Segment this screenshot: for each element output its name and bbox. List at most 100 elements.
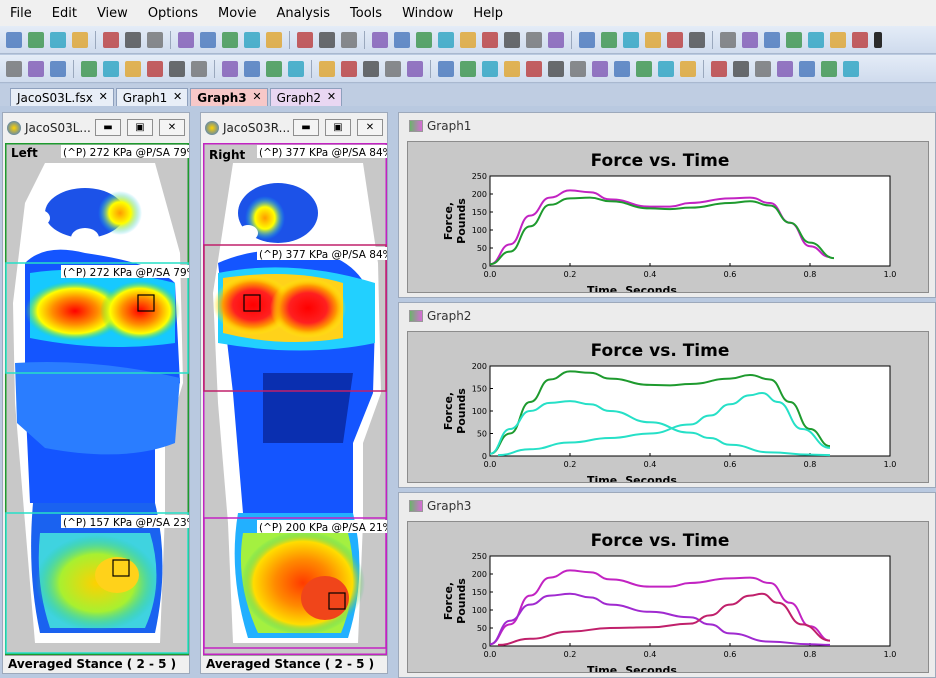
toolbar-tool-icon[interactable] (482, 61, 498, 77)
window-titlebar[interactable]: Graph3 (399, 493, 935, 519)
tab-graph2[interactable]: Graph2 ✕ (270, 88, 342, 106)
toolbar-tool-icon[interactable] (28, 32, 44, 48)
toolbar-tool-icon[interactable] (28, 61, 44, 77)
close-button[interactable]: ✕ (357, 119, 383, 136)
tab-jacos03l[interactable]: JacoS03L.fsx ✕ (10, 88, 114, 106)
tab-graph1[interactable]: Graph1 ✕ (116, 88, 188, 106)
graph1-window[interactable]: Graph1 Force vs. Time Time, Seconds Force,… (398, 112, 936, 298)
toolbar-tool-icon[interactable] (50, 61, 66, 77)
pressure-map-right[interactable]: Right (^P) 377 KPa @P/SA 84% (^P) 377 KP… (203, 143, 387, 655)
toolbar-tool-icon[interactable] (852, 32, 868, 48)
pressure-map-left[interactable]: Left (^P) 272 KPa @P/SA 79% (^P) 272 KPa… (5, 143, 189, 655)
toolbar-tool-icon[interactable] (438, 61, 454, 77)
maximize-button[interactable]: ▣ (325, 119, 351, 136)
menu-analysis[interactable]: Analysis (266, 6, 340, 21)
force-time-chart-3[interactable]: Force vs. Time Time, Seconds Force,Pounds 0… (408, 522, 928, 672)
toolbar-tool-icon[interactable] (147, 32, 163, 48)
toolbar-tool-icon[interactable] (821, 61, 837, 77)
close-icon[interactable]: ✕ (99, 90, 108, 103)
toolbar-tool-icon[interactable] (601, 32, 617, 48)
toolbar-tool-icon[interactable] (407, 61, 423, 77)
toolbar-tool-icon[interactable] (733, 61, 749, 77)
toolbar-tool-icon[interactable] (592, 61, 608, 77)
toolbar-tool-icon[interactable] (266, 61, 282, 77)
toolbar-tool-icon[interactable] (81, 61, 97, 77)
toolbar-tool-icon[interactable] (50, 32, 66, 48)
toolbar-tool-icon[interactable] (103, 61, 119, 77)
toolbar-tool-icon[interactable] (169, 61, 185, 77)
toolbar-tool-icon[interactable] (125, 32, 141, 48)
toolbar-tool-icon[interactable] (319, 61, 335, 77)
toolbar-tool-icon[interactable] (504, 32, 520, 48)
toolbar-tool-icon[interactable] (623, 32, 639, 48)
close-button[interactable]: ✕ (159, 119, 185, 136)
menu-help[interactable]: Help (463, 6, 513, 21)
toolbar-tool-icon[interactable] (244, 32, 260, 48)
toolbar-tool-icon[interactable] (147, 61, 163, 77)
toolbar-tool-icon[interactable] (742, 32, 758, 48)
toolbar-tool-icon[interactable] (244, 61, 260, 77)
toolbar-tool-icon[interactable] (372, 32, 388, 48)
toolbar-tool-icon[interactable] (526, 61, 542, 77)
toolbar-tool-icon[interactable] (830, 32, 846, 48)
toolbar-tool-icon[interactable] (526, 32, 542, 48)
toolbar-tool-icon[interactable] (125, 61, 141, 77)
toolbar-tool-icon[interactable] (178, 32, 194, 48)
toolbar-tool-icon[interactable] (288, 61, 304, 77)
toolbar-tool-icon[interactable] (614, 61, 630, 77)
toolbar-tool-icon[interactable] (720, 32, 736, 48)
toolbar-tool-icon[interactable] (341, 61, 357, 77)
close-icon[interactable]: ✕ (173, 90, 182, 103)
toolbar-tool-icon[interactable] (548, 32, 564, 48)
toolbar-tool-icon[interactable] (667, 32, 683, 48)
toolbar-tool-icon[interactable] (460, 32, 476, 48)
menu-options[interactable]: Options (138, 6, 208, 21)
toolbar-tool-icon[interactable] (72, 32, 88, 48)
toolbar-tool-icon[interactable] (363, 61, 379, 77)
toolbar-tool-icon[interactable] (266, 32, 282, 48)
menu-file[interactable]: File (0, 6, 42, 21)
left-foot-window[interactable]: JacoS03L... ▬ ▣ ✕ (2, 112, 190, 674)
toolbar-tool-icon[interactable] (680, 61, 696, 77)
toolbar-tool-icon[interactable] (438, 32, 454, 48)
window-titlebar[interactable]: Graph1 (399, 113, 935, 139)
force-time-chart-1[interactable]: Force vs. Time Time, Seconds Force,Pounds 0… (408, 142, 928, 292)
toolbar-tool-icon[interactable] (645, 32, 661, 48)
minimize-button[interactable]: ▬ (293, 119, 319, 136)
force-time-chart-2[interactable]: Force vs. Time Time, Seconds Force,Pounds 0… (408, 332, 928, 482)
toolbar-tool-icon[interactable] (394, 32, 410, 48)
toolbar-tool-icon[interactable] (843, 61, 859, 77)
toolbar-tool-icon[interactable] (222, 32, 238, 48)
menu-tools[interactable]: Tools (340, 6, 392, 21)
toolbar-tool-icon[interactable] (6, 32, 22, 48)
window-titlebar[interactable]: Graph2 (399, 303, 935, 329)
graph2-window[interactable]: Graph2 Force vs. Time Time, Seconds Force,… (398, 302, 936, 488)
toolbar-tool-icon[interactable] (191, 61, 207, 77)
close-icon[interactable]: ✕ (252, 90, 261, 103)
toolbar-tool-icon[interactable] (579, 32, 595, 48)
toolbar-tool-icon[interactable] (103, 32, 119, 48)
toolbar-tool-icon[interactable] (504, 61, 520, 77)
toolbar-tool-icon[interactable] (482, 32, 498, 48)
right-foot-window[interactable]: JacoS03R... ▬ ▣ ✕ (200, 112, 388, 674)
toolbar-tool-icon[interactable] (460, 61, 476, 77)
toolbar-tool-icon[interactable] (319, 32, 335, 48)
toolbar-tool-icon[interactable] (341, 32, 357, 48)
toolbar-tool-icon[interactable] (416, 32, 432, 48)
toolbar-tool-icon[interactable] (6, 61, 22, 77)
maximize-button[interactable]: ▣ (127, 119, 153, 136)
toolbar-tool-icon[interactable] (570, 61, 586, 77)
toolbar-tool-icon[interactable] (764, 32, 780, 48)
tab-graph3[interactable]: Graph3 ✕ (190, 88, 267, 106)
menu-movie[interactable]: Movie (208, 6, 266, 21)
toolbar-tool-icon[interactable] (658, 61, 674, 77)
toolbar-tool-icon[interactable] (548, 61, 564, 77)
toolbar-tool-icon[interactable] (636, 61, 652, 77)
menu-window[interactable]: Window (392, 6, 463, 21)
toolbar-tool-icon[interactable] (808, 32, 824, 48)
toolbar-tool-icon[interactable] (689, 32, 705, 48)
toolbar-tool-icon[interactable] (222, 61, 238, 77)
toolbar-tool-icon[interactable] (297, 32, 313, 48)
menu-view[interactable]: View (87, 6, 138, 21)
close-icon[interactable]: ✕ (327, 90, 336, 103)
